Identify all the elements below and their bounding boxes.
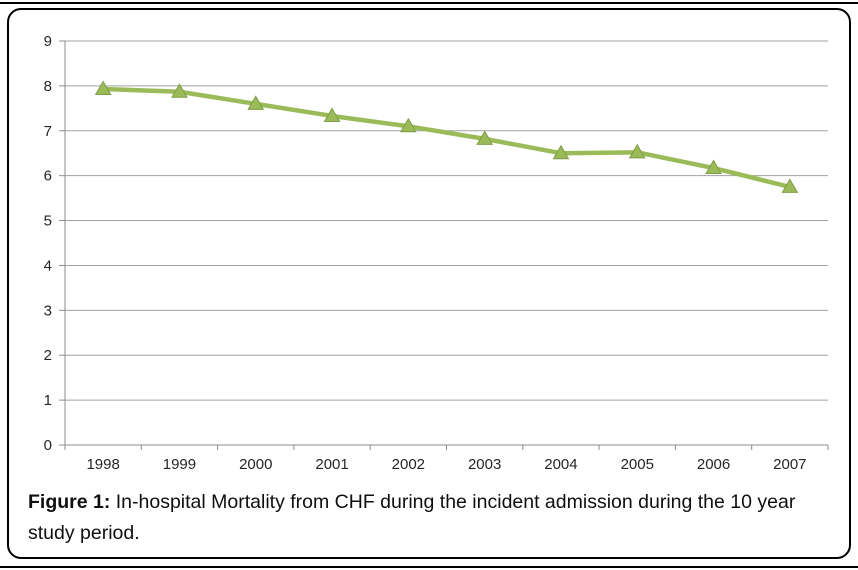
x-tick-label: 2004: [544, 456, 577, 473]
x-tick-label: 2005: [621, 456, 654, 473]
y-tick-label: 0: [44, 437, 52, 454]
y-tick-label: 4: [44, 257, 52, 274]
figure-caption: Figure 1: In-hospital Mortality from CHF…: [28, 487, 830, 549]
x-tick-label: 2001: [315, 456, 348, 473]
data-point-marker: [476, 130, 494, 145]
data-point-marker: [705, 159, 722, 175]
figure-caption-label: Figure 1:: [28, 491, 111, 513]
bottom-rule: [0, 566, 858, 568]
y-tick-label: 3: [44, 302, 52, 319]
y-tick-label: 6: [44, 168, 52, 185]
data-point-marker: [323, 107, 341, 122]
data-point-marker: [781, 178, 799, 193]
data-point-marker: [171, 83, 188, 98]
x-tick-label: 2007: [773, 456, 806, 473]
x-tick-label: 2003: [468, 456, 501, 473]
x-tick-label: 2002: [392, 456, 425, 473]
chart: 0 1 2 3 4 5 6 7 8 9 1998 1999 2000 2001 2002 2003 2004 20…: [44, 33, 829, 473]
x-tick-label: 1998: [86, 456, 119, 473]
data-point-marker: [628, 143, 646, 159]
top-rule: [0, 2, 858, 4]
x-tick-label: 1999: [163, 456, 196, 473]
data-point-marker: [94, 80, 112, 96]
data-point-marker: [552, 144, 570, 160]
y-tick-label: 2: [44, 347, 52, 364]
figure-caption-text: In-hospital Mortality from CHF during th…: [28, 491, 796, 544]
x-tick-label: 2000: [239, 456, 272, 473]
x-tick-label: 2006: [697, 456, 730, 473]
data-point-marker: [399, 117, 417, 133]
y-tick-label: 1: [44, 392, 52, 409]
y-tick-label: 5: [44, 213, 52, 230]
series-line: [100, 86, 793, 190]
y-tick-label: 8: [44, 78, 52, 95]
y-tick-label: 7: [44, 123, 52, 140]
y-tick-label: 9: [44, 33, 52, 50]
data-point-marker: [247, 95, 265, 110]
figure-border-box: [7, 8, 851, 559]
